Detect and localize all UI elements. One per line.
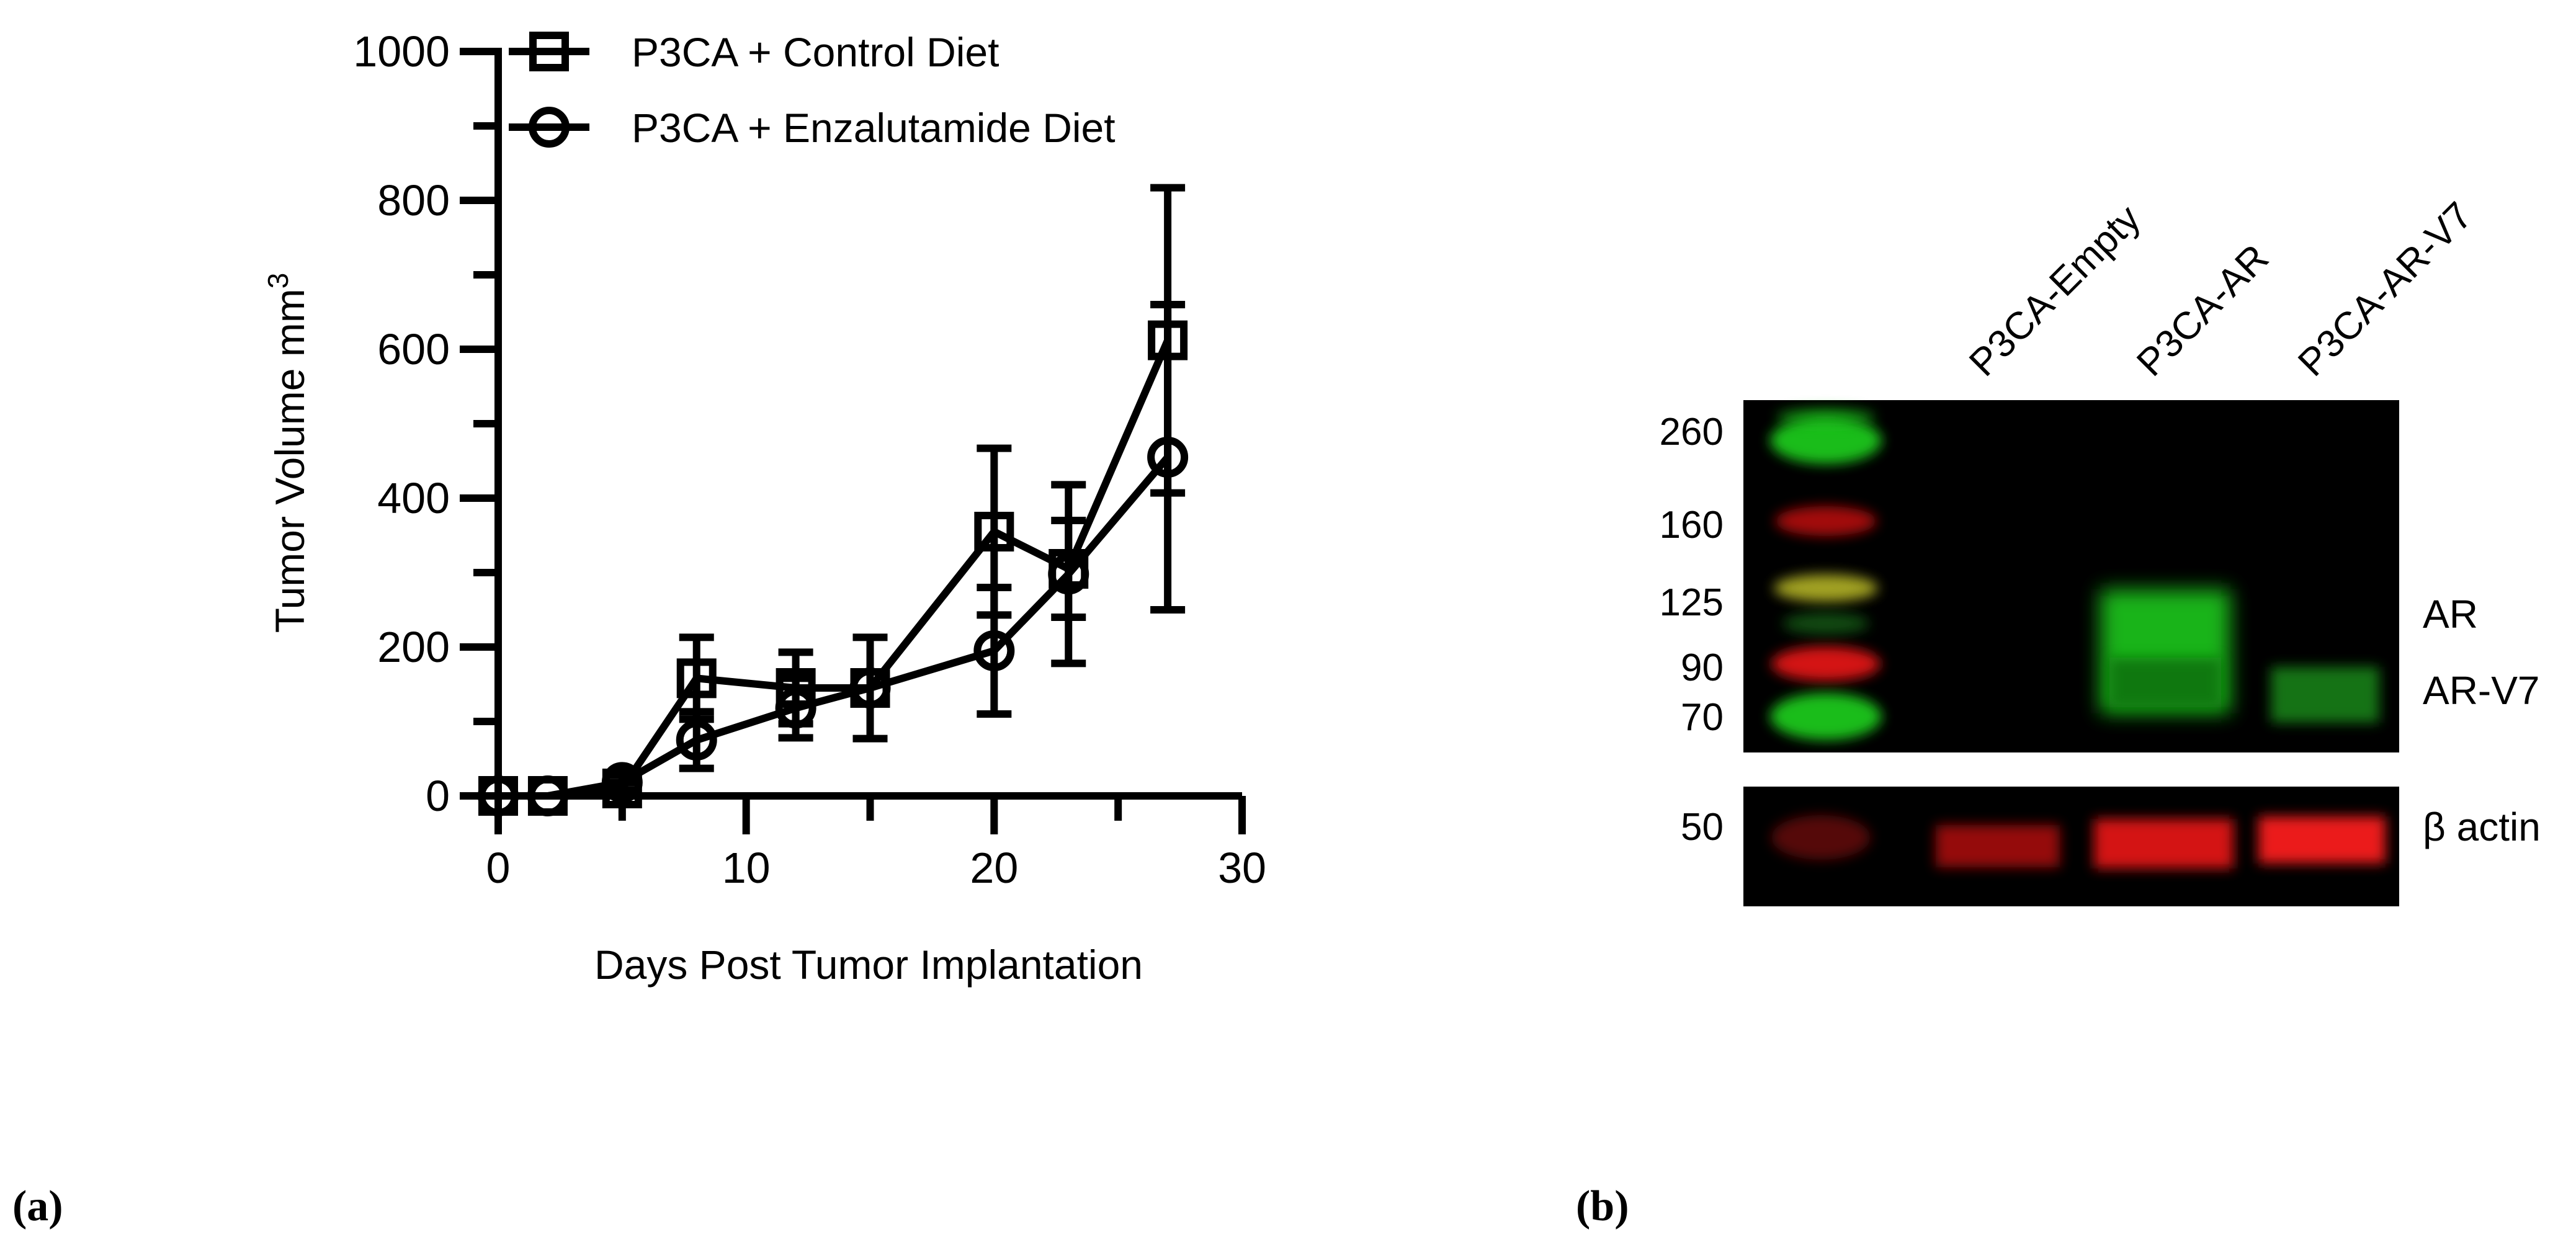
data-point-marker [527,775,568,816]
band-label-ar-v7: AR-V7 [2423,668,2540,713]
legend-label: P3CA + Control Diet [632,29,999,75]
mw-marker-label: 70 [1681,696,1724,739]
actin-mw-label: 50 [1681,806,1724,849]
y-axis-ticks: 0 200 400 600 800 1000 [353,27,498,820]
y-tick-label: 600 [377,325,450,373]
x-tick-label: 0 [486,844,511,892]
x-tick-label: 20 [970,844,1018,892]
panel-label-a: (a) [12,1182,63,1230]
molecular-weight-labels: 260 160 125 90 70 50 [1660,411,1724,849]
tumor-volume-chart: 0 200 400 600 800 1000 0 10 20 30 Days Post Tumo… [262,27,1266,988]
ar-v7-band [2271,667,2379,723]
ladder-lane [1770,408,1882,740]
y-tick-label: 400 [377,474,450,522]
data-point-marker [1048,553,1089,595]
mw-marker-label: 90 [1681,646,1724,689]
data-point-marker [676,658,717,699]
legend-item: P3CA + Enzalutamide Diet [509,105,1116,151]
legend-label: P3CA + Enzalutamide Diet [632,105,1116,151]
blot-membrane-top [1743,400,2399,752]
data-point-marker [973,630,1015,671]
y-tick-label: 0 [426,772,450,820]
band-label-ar: AR [2423,592,2478,636]
data-point-marker [775,687,816,729]
y-tick-label: 200 [377,623,450,671]
blot-membrane-actin [1743,787,2399,906]
series-control-diet [478,184,1188,816]
series-enzalutamide-diet [478,301,1189,816]
panel-label-b: (b) [1576,1182,1629,1230]
x-tick-label: 30 [1218,844,1266,892]
legend-marker [529,107,570,148]
data-point-marker [601,762,643,803]
chart-legend: P3CA + Control Diet P3CA + Enzalutamide D… [509,29,1116,151]
lane-label: P3CA-AR [2129,236,2277,385]
lane-label: P3CA-Empty [1961,197,2149,385]
ar-band [2100,589,2230,713]
mw-marker-label: 125 [1660,581,1724,624]
data-point-marker [478,775,519,816]
y-tick-label: 800 [377,176,450,225]
mw-marker-label: 260 [1660,411,1724,453]
legend-item: P3CA + Control Diet [509,29,999,75]
data-point-marker [1147,437,1189,478]
y-tick-label: 1000 [353,27,450,76]
data-point-marker [849,667,891,708]
x-tick-label: 10 [722,844,771,892]
data-point-marker [676,720,717,761]
band-label-beta-actin: β actin [2423,805,2541,849]
x-axis-ticks: 0 10 20 30 [486,796,1266,892]
lane-label: P3CA-AR-V7 [2290,194,2480,385]
mw-marker-label: 160 [1660,504,1724,547]
y-axis-label: Tumor Volume mm3 [262,273,313,633]
data-point-marker [974,512,1014,551]
x-axis-label: Days Post Tumor Implantation [594,942,1143,988]
legend-marker [529,32,569,71]
chart-series [478,184,1189,816]
